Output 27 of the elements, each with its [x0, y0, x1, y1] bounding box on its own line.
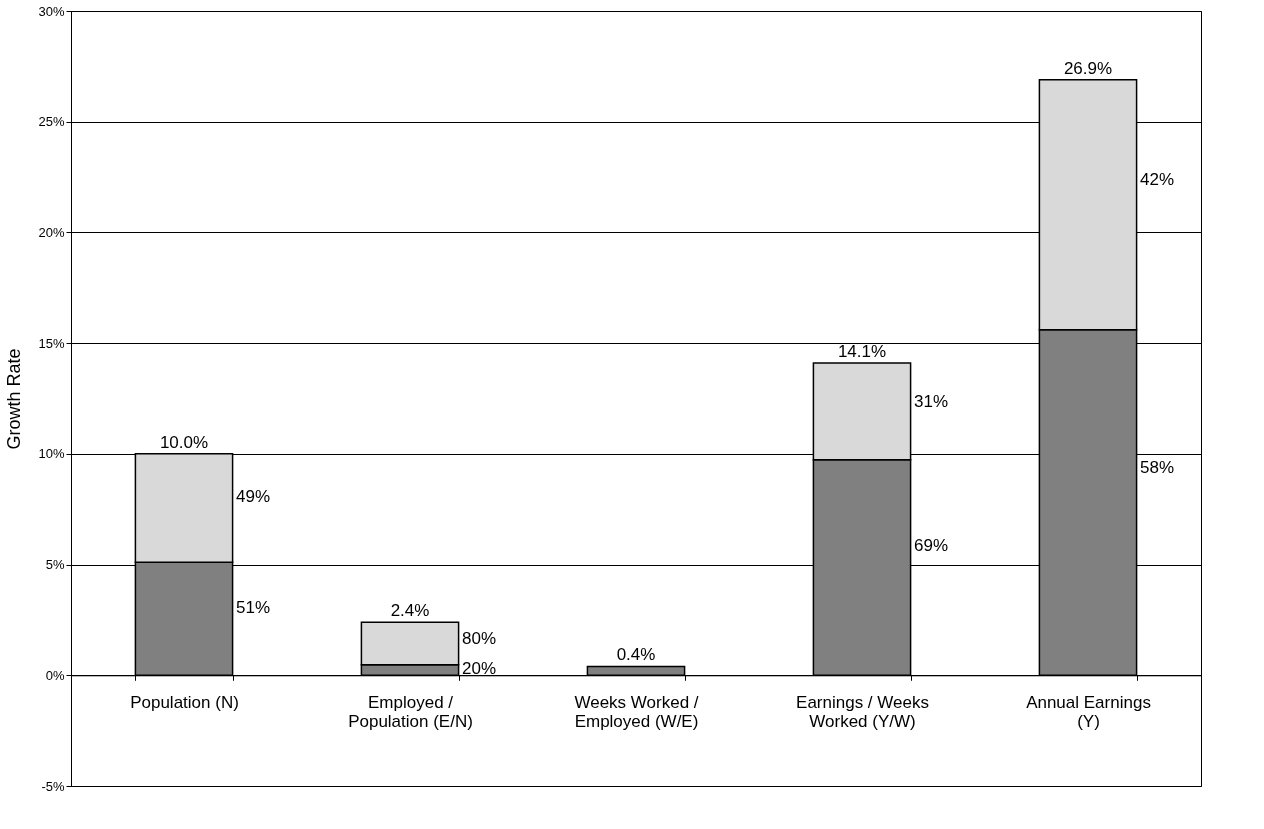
annotation: 51% — [236, 597, 271, 617]
y-axis-title: Growth Rate — [4, 348, 25, 450]
total-label: 2.4% — [390, 601, 430, 621]
annotation: 80% — [462, 629, 497, 649]
y-tick-label: 20% — [38, 224, 65, 240]
y-tick-label: 15% — [38, 335, 65, 351]
annotation: 20% — [462, 658, 497, 678]
x-tick-label: Employed / Population (E/N) — [348, 692, 473, 731]
total-label: 26.9% — [1063, 58, 1113, 78]
annotation: 58% — [1140, 458, 1175, 478]
annotation: 49% — [236, 487, 271, 507]
y-tick-label: 30% — [38, 3, 65, 19]
annotation: 42% — [1140, 169, 1175, 189]
y-tick-label: 25% — [38, 114, 65, 130]
x-tick-label: Earnings / Weeks Worked (Y/W) — [796, 692, 929, 731]
y-tick-label: 0% — [45, 667, 65, 683]
y-tick-label: 5% — [45, 557, 65, 573]
annotation: 31% — [914, 391, 949, 411]
y-tick-label: 10% — [38, 446, 65, 462]
x-tick-label: Annual Earnings (Y) — [1026, 692, 1151, 731]
total-label: 10.0% — [159, 432, 209, 452]
x-tick-label: Weeks Worked / Employed (W/E) — [574, 692, 699, 731]
total-label: 0.4% — [616, 645, 656, 665]
total-label: 14.1% — [837, 342, 887, 362]
x-tick-label: Population (N) — [130, 692, 239, 712]
annotation: 69% — [914, 536, 949, 556]
y-tick-label: -5% — [41, 778, 65, 794]
